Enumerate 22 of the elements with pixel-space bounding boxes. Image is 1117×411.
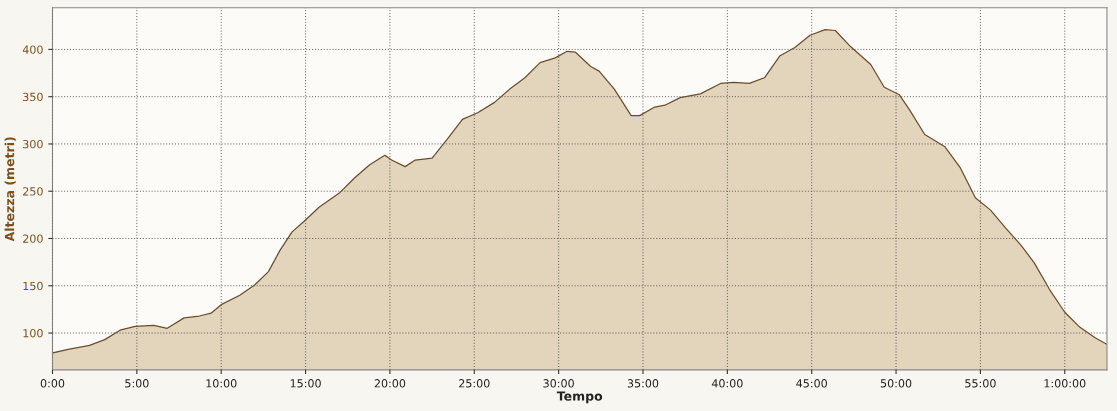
x-tick-label: 25:00 [459, 379, 490, 388]
x-axis-title: Tempo [556, 391, 603, 404]
x-tick-label: 10:00 [206, 379, 237, 388]
y-tick-label: 200 [23, 234, 43, 243]
y-tick-label: 400 [22, 45, 43, 54]
y-tick-label: 100 [23, 329, 43, 338]
y-axis-title: Altezza (metri) [4, 137, 16, 242]
x-tick-label: 50:00 [880, 379, 912, 388]
x-tick-label: 30:00 [543, 379, 574, 388]
x-tick-label: 55:00 [965, 379, 996, 388]
y-tick-label: 250 [23, 187, 43, 196]
x-tick-label: 45:00 [796, 379, 827, 388]
x-tick-label: 0:00 [40, 379, 65, 388]
y-tick-label: 150 [23, 281, 43, 291]
x-tick-label: 35:00 [627, 379, 659, 388]
x-tick-label: 1:00:00 [1044, 379, 1086, 388]
x-tick-label: 15:00 [290, 379, 321, 388]
x-tick-label: 5:00 [125, 379, 149, 388]
x-tick-label: 20:00 [374, 379, 406, 388]
y-tick-label: 350 [23, 92, 43, 102]
x-tick-label: 40:00 [711, 379, 743, 388]
y-tick-label: 300 [23, 139, 43, 149]
